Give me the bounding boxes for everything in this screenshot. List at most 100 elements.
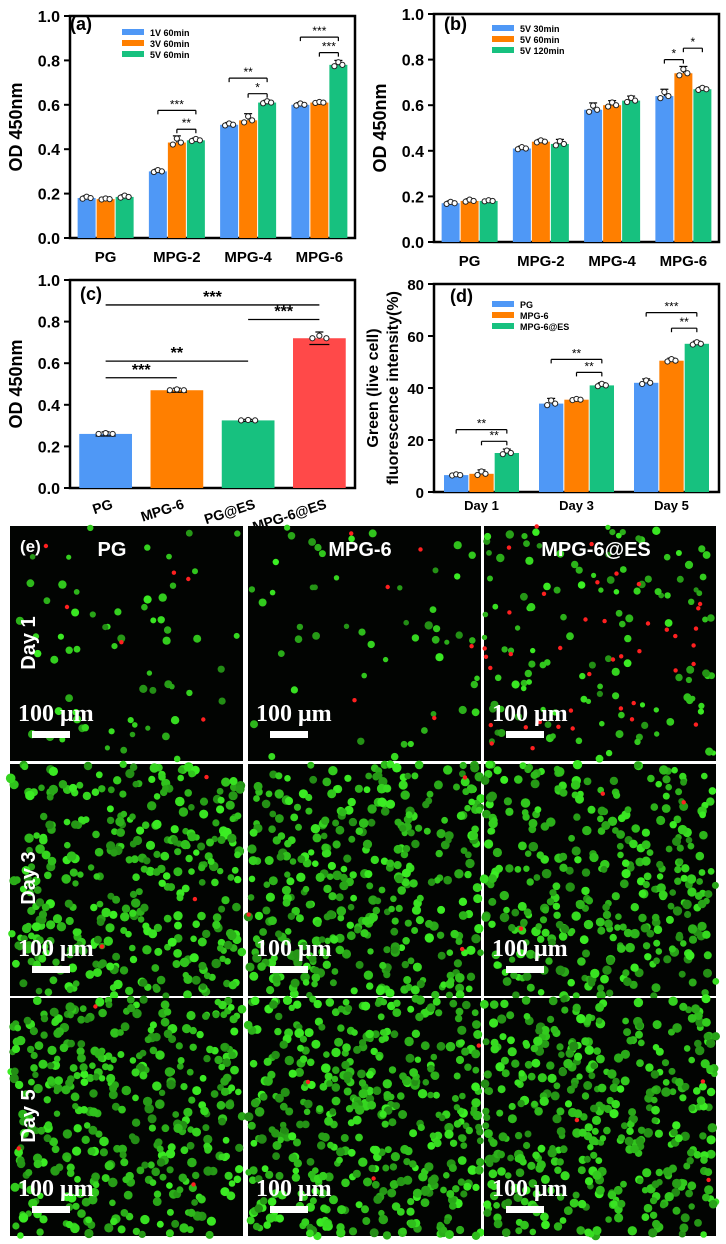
live-cell [704, 1168, 713, 1177]
live-cell [630, 1115, 638, 1123]
live-cell [105, 1001, 113, 1009]
live-cell [58, 780, 68, 789]
live-cell [321, 816, 330, 825]
live-cell [229, 777, 238, 786]
live-cell [514, 625, 521, 631]
live-cell [541, 928, 550, 937]
dead-cell [385, 584, 390, 590]
live-cell [662, 1079, 670, 1086]
live-cell [642, 942, 651, 950]
live-cell [592, 1170, 602, 1180]
live-cell [216, 787, 224, 795]
live-cell [585, 1013, 593, 1021]
live-cell [218, 1063, 226, 1071]
dead-cell [186, 576, 191, 582]
live-cell [263, 1076, 273, 1086]
live-cell [344, 774, 352, 782]
live-cell [702, 551, 711, 559]
live-cell [390, 927, 399, 936]
significance-label: * [255, 81, 260, 95]
live-cell [528, 1179, 538, 1188]
live-cell [331, 968, 339, 975]
bar-a-1-3 [310, 102, 329, 238]
live-cell [524, 669, 532, 678]
live-cell [685, 836, 693, 844]
live-cell [641, 840, 651, 850]
live-cell [111, 1102, 120, 1111]
live-cell [322, 777, 332, 787]
live-cell [685, 951, 695, 961]
live-cell [109, 1199, 116, 1207]
live-cell [198, 961, 207, 971]
live-cell [202, 1012, 210, 1020]
dead-cell [673, 668, 678, 673]
live-cell [146, 670, 153, 676]
dead-cell [489, 741, 494, 746]
live-cell [271, 1189, 280, 1198]
data-point [169, 141, 176, 148]
live-cell [82, 791, 92, 801]
live-cell [104, 1161, 114, 1171]
live-cell [514, 1079, 521, 1086]
live-cell [636, 1177, 644, 1185]
live-cell [401, 960, 409, 969]
live-cell [618, 711, 625, 719]
live-cell [18, 1109, 28, 1119]
live-cell [643, 1203, 653, 1213]
live-cell [132, 722, 138, 728]
live-cell [348, 817, 358, 827]
live-cell [72, 1146, 82, 1156]
live-cell [501, 1228, 511, 1237]
live-cell [378, 777, 388, 787]
live-cell [625, 614, 634, 623]
live-cell [136, 1166, 145, 1175]
live-cell [458, 897, 468, 906]
live-cell [72, 1202, 80, 1210]
live-cell [267, 1197, 277, 1206]
live-cell [471, 1098, 481, 1108]
data-point [474, 471, 481, 479]
live-cell [387, 1188, 397, 1198]
live-cell [40, 812, 48, 821]
live-cell [651, 1096, 658, 1104]
live-cell [173, 867, 183, 877]
live-cell [193, 849, 200, 856]
live-cell [635, 1030, 643, 1039]
live-cell [576, 1073, 583, 1080]
live-cell [471, 934, 481, 944]
micrograph-0-1: 100 μm [248, 524, 481, 761]
live-cell [186, 1068, 194, 1076]
live-cell [14, 1148, 23, 1157]
live-cell [482, 611, 489, 618]
live-cell [597, 683, 603, 690]
live-cell [701, 772, 708, 780]
live-cell [481, 634, 488, 641]
live-cell [33, 832, 40, 839]
live-cell [247, 1121, 256, 1130]
live-cell [687, 887, 697, 897]
live-cell [322, 1219, 332, 1229]
live-cell [274, 1027, 282, 1036]
live-cell [335, 825, 345, 835]
live-cell [649, 1211, 658, 1219]
live-cell [359, 1039, 367, 1047]
live-cell [614, 1213, 624, 1223]
live-cell [696, 590, 703, 597]
live-cell [192, 1127, 201, 1137]
live-cell [120, 1209, 129, 1217]
live-cell [464, 870, 472, 879]
live-cell [288, 1132, 297, 1141]
live-cell [645, 1063, 654, 1072]
dead-cell [541, 591, 547, 596]
live-cell [352, 1115, 362, 1125]
live-cell [427, 878, 436, 886]
live-cell [277, 1136, 284, 1144]
bar-b-2-1 [550, 143, 569, 242]
live-cell [403, 1158, 411, 1166]
live-cell [192, 920, 200, 928]
live-cell [440, 1186, 447, 1194]
live-cell [197, 842, 206, 851]
live-cell [192, 1171, 200, 1180]
live-cell [565, 866, 574, 875]
live-cell [587, 1230, 595, 1238]
